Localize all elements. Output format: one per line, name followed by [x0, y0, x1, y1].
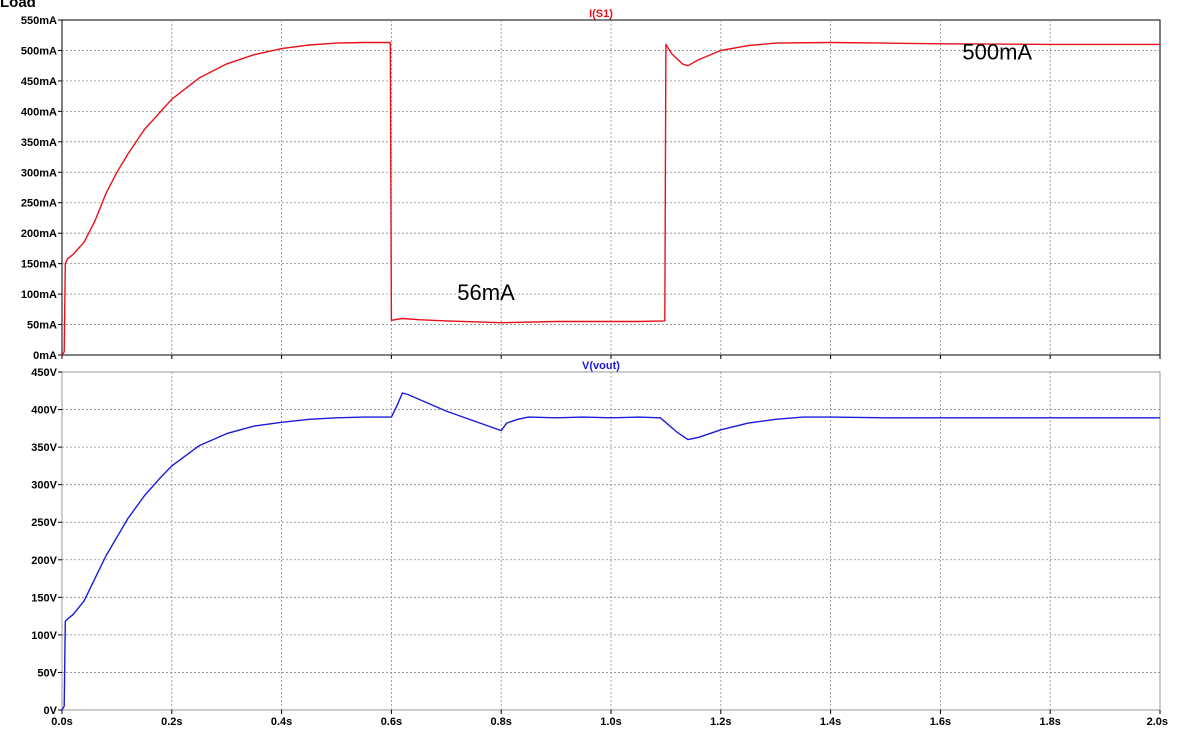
- x-tick-label: 0.0s: [51, 716, 72, 728]
- series-line: [61, 392, 1160, 711]
- x-tick-label: 0.8s: [490, 716, 511, 728]
- panel-title: I(S1): [589, 8, 613, 20]
- x-tick-label: 0.6s: [381, 716, 402, 728]
- x-tick-label: 1.2s: [710, 716, 731, 728]
- x-tick-label: 0.2s: [161, 716, 182, 728]
- y-tick-label: 450mA: [21, 76, 57, 88]
- y-tick-label: 350V: [31, 442, 57, 454]
- y-tick-label: 250V: [31, 517, 57, 529]
- x-tick-label: 1.4s: [820, 716, 841, 728]
- y-tick-label: 400mA: [21, 106, 57, 118]
- x-tick-label: 1.0s: [600, 716, 621, 728]
- y-tick-label: 200mA: [21, 228, 57, 240]
- y-tick-label: 400V: [31, 405, 57, 417]
- y-tick-label: 350mA: [21, 137, 57, 149]
- y-tick-label: 150mA: [21, 259, 57, 271]
- x-tick-label: 0.4s: [271, 716, 292, 728]
- y-tick-label: 300V: [31, 480, 57, 492]
- series-line: [61, 41, 1160, 356]
- x-tick-label: 2.0s: [1147, 716, 1168, 728]
- annotation-label: 56mA: [457, 280, 515, 305]
- y-tick-label: 500mA: [21, 45, 57, 57]
- panel-title: V(vout): [582, 360, 620, 372]
- y-tick-label: 250mA: [21, 198, 57, 210]
- y-tick-label: 100V: [31, 630, 57, 642]
- y-tick-label: 550mA: [21, 15, 57, 27]
- y-tick-label: 0V: [44, 705, 58, 717]
- y-tick-label: 0mA: [33, 350, 57, 362]
- y-tick-label: 50mA: [27, 320, 57, 332]
- annotation-label: 500mA: [962, 40, 1032, 65]
- y-tick-label: 450V: [31, 367, 57, 379]
- page-title: Load: [0, 0, 36, 11]
- plot-frame: [61, 19, 1161, 356]
- y-tick-label: 300mA: [21, 167, 57, 179]
- y-tick-label: 200V: [31, 555, 57, 567]
- y-tick-label: 150V: [31, 592, 57, 604]
- x-tick-label: 1.8s: [1039, 716, 1060, 728]
- x-tick-label: 1.6s: [930, 716, 951, 728]
- y-tick-label: 50V: [37, 667, 57, 679]
- y-tick-label: 100mA: [21, 289, 57, 301]
